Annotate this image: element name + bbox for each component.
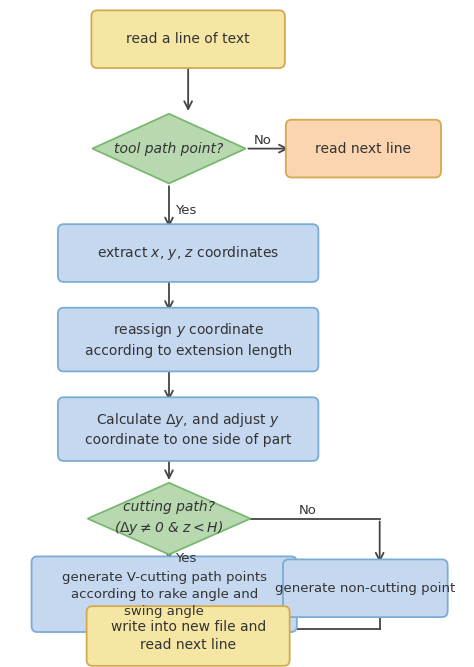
- FancyBboxPatch shape: [32, 556, 297, 632]
- FancyBboxPatch shape: [58, 307, 319, 372]
- FancyBboxPatch shape: [91, 11, 285, 68]
- Text: generate V-cutting path points
according to rake angle and
swing angle: generate V-cutting path points according…: [62, 571, 267, 618]
- Text: No: No: [298, 504, 316, 517]
- Text: cutting path?
($\Delta y$$\neq$0 & $z$$<$$H$): cutting path? ($\Delta y$$\neq$0 & $z$$<…: [114, 500, 224, 537]
- Polygon shape: [88, 483, 250, 554]
- Text: read next line: read next line: [315, 141, 411, 155]
- Text: Yes: Yes: [175, 552, 196, 565]
- Text: Calculate $\Delta y$, and adjust $y$
coordinate to one side of part: Calculate $\Delta y$, and adjust $y$ coo…: [85, 411, 292, 448]
- Text: extract $x$, $y$, $z$ coordinates: extract $x$, $y$, $z$ coordinates: [97, 244, 279, 262]
- Polygon shape: [92, 114, 246, 183]
- Text: read a line of text: read a line of text: [127, 32, 250, 46]
- FancyBboxPatch shape: [286, 120, 441, 177]
- FancyBboxPatch shape: [283, 560, 447, 617]
- FancyBboxPatch shape: [58, 398, 319, 461]
- Text: reassign $y$ coordinate
according to extension length: reassign $y$ coordinate according to ext…: [84, 321, 292, 358]
- FancyBboxPatch shape: [58, 224, 319, 282]
- Text: Yes: Yes: [175, 204, 196, 217]
- Text: No: No: [254, 134, 272, 147]
- Text: tool path point?: tool path point?: [114, 141, 224, 155]
- Text: generate non-cutting point: generate non-cutting point: [275, 582, 456, 595]
- FancyBboxPatch shape: [87, 606, 290, 666]
- Text: write into new file and
read next line: write into new file and read next line: [110, 620, 266, 652]
